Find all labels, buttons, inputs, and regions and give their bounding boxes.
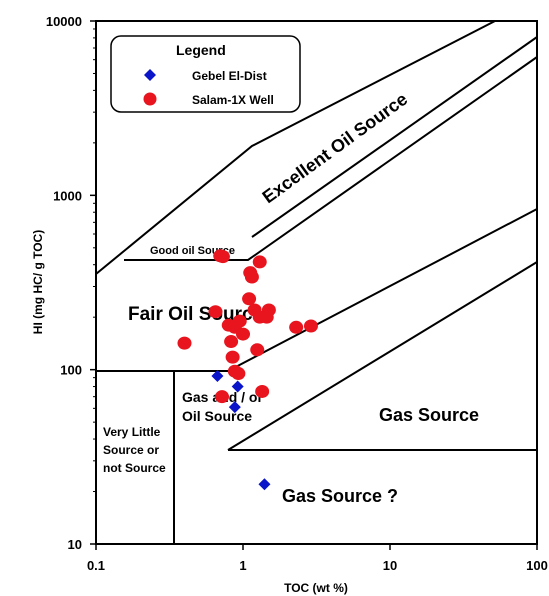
point-salam-15 xyxy=(303,319,318,333)
boundary-line-1 xyxy=(124,56,538,261)
point-gebel-3 xyxy=(258,478,271,491)
boundary-line-3 xyxy=(96,208,538,372)
region-gas-label: Gas Source xyxy=(379,405,479,425)
point-salam-10 xyxy=(259,310,274,324)
point-salam-16 xyxy=(236,327,250,341)
plot-frame xyxy=(95,20,538,545)
legend-marker-gebel xyxy=(144,69,156,81)
classification-lines xyxy=(95,20,538,544)
point-salam-6 xyxy=(208,305,223,319)
boundary-line-4 xyxy=(227,261,538,451)
x-tick-label-1: 1 xyxy=(239,558,246,573)
point-salam-2 xyxy=(252,255,267,269)
x-tick-label-2: 10 xyxy=(383,558,397,573)
boundary-line-2 xyxy=(251,36,538,238)
legend-box xyxy=(110,35,301,113)
point-gebel-1 xyxy=(231,380,244,393)
region-little-label-1: Very Little xyxy=(103,425,161,439)
legend-title: Legend xyxy=(176,42,226,58)
point-gebel-2 xyxy=(228,401,241,414)
point-salam-20 xyxy=(225,350,240,364)
x-tick-label-3: 100 xyxy=(526,558,548,573)
y-tick-label-1: 100 xyxy=(60,363,82,378)
point-gebel-0 xyxy=(211,369,224,382)
x-axis-label: TOC (wt %) xyxy=(284,581,348,595)
point-salam-14 xyxy=(289,320,304,334)
point-salam-17 xyxy=(224,335,239,349)
axis-ticks: 0.1 1 10 100 10 100 1000 10000 xyxy=(46,14,548,573)
point-salam-22 xyxy=(231,367,246,381)
point-salam-19 xyxy=(250,343,265,357)
y-tick-label-3: 10000 xyxy=(46,14,82,29)
y-tick-label-2: 1000 xyxy=(53,188,82,203)
y-axis-label: HI (mg HC/ g TOC) xyxy=(31,230,45,334)
region-little-label-3: not Source xyxy=(103,461,166,475)
point-salam-23 xyxy=(215,390,230,404)
point-salam-1 xyxy=(215,250,230,264)
legend-entry-salam: Salam-1X Well xyxy=(192,93,274,107)
region-gas-oil-label-2: Oil Source xyxy=(182,408,252,424)
legend: Legend Gebel El-Dist Salam-1X Well xyxy=(110,35,301,113)
y-tick-label-0: 10 xyxy=(68,537,82,552)
point-salam-18 xyxy=(177,336,192,350)
legend-entry-gebel: Gebel El-Dist xyxy=(192,69,267,83)
legend-marker-salam xyxy=(143,92,157,106)
data-points xyxy=(177,249,318,491)
point-salam-24 xyxy=(255,384,270,398)
x-tick-label-0: 0.1 xyxy=(87,558,105,573)
region-gas-question-label: Gas Source ? xyxy=(282,486,398,506)
region-little-label-2: Source or xyxy=(103,443,159,457)
point-salam-4 xyxy=(244,270,259,284)
point-salam-5 xyxy=(242,292,257,306)
boundary-line-0 xyxy=(95,20,496,275)
